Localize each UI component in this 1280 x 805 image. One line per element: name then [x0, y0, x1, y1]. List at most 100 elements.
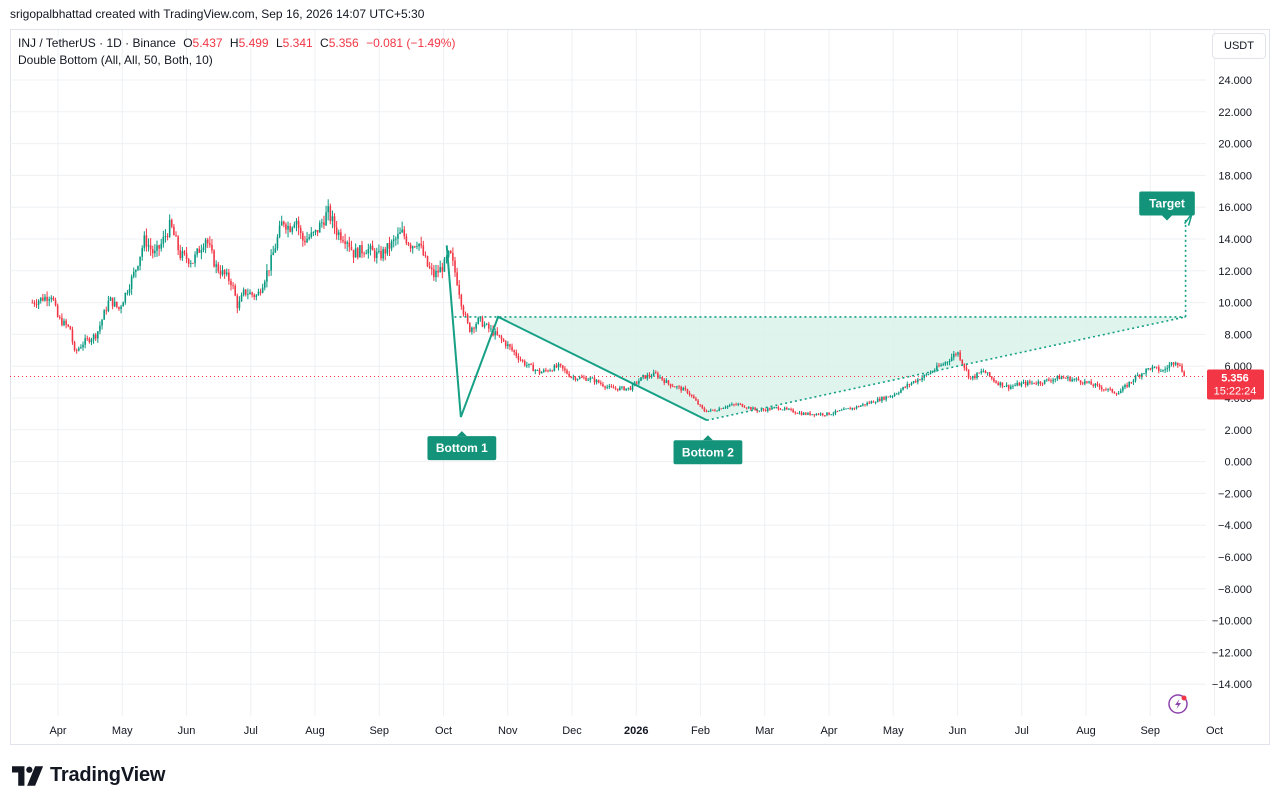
candle-body: [728, 405, 731, 407]
candle-body: [1018, 382, 1021, 386]
candle-body: [1117, 393, 1120, 395]
candle-body: [667, 380, 670, 384]
candle-body: [612, 387, 615, 389]
candle-body: [365, 253, 368, 255]
candle-body: [942, 364, 945, 366]
bar-countdown: 15:22:24: [1214, 385, 1257, 397]
candle-body: [762, 409, 765, 411]
candle-body: [234, 285, 236, 296]
candle-body: [688, 392, 691, 395]
candle-body: [490, 328, 492, 330]
candle-body: [90, 339, 93, 343]
candle-body: [1132, 380, 1135, 383]
indicator-title[interactable]: Double Bottom (All, All, 50, Both, 10): [18, 53, 213, 67]
candle-body: [1147, 368, 1150, 370]
price-tick-label: 22.000: [1218, 107, 1252, 119]
candle-body: [1067, 377, 1069, 379]
candle-body: [449, 250, 452, 254]
candle-body: [591, 377, 594, 379]
candle-body: [183, 251, 186, 254]
candle-body: [92, 334, 95, 340]
candle-body: [530, 363, 532, 365]
candle-body: [297, 220, 300, 228]
candle-body: [33, 302, 36, 305]
candle-body: [221, 269, 224, 275]
candle-body: [242, 289, 245, 296]
candle-body: [661, 377, 663, 380]
candle-body: [97, 331, 99, 339]
candle-body: [1155, 366, 1158, 368]
candle-body: [500, 336, 503, 340]
price-axis: 24.000 22.000 20.000 18.000 16.000 14.000 12.0…: [1212, 75, 1252, 691]
candle-body: [464, 314, 467, 316]
candle-body: [160, 243, 163, 249]
candle-body: [747, 407, 750, 409]
candle-body: [496, 331, 499, 335]
price-tick-label: 14.000: [1218, 234, 1252, 246]
candle-body: [502, 339, 505, 342]
candle-body: [790, 409, 792, 410]
candle-body: [1058, 375, 1061, 380]
candle-body: [441, 267, 444, 272]
price-tick-label: −4.000: [1218, 520, 1252, 532]
candle-body: [551, 370, 554, 372]
candle-body: [583, 377, 585, 379]
currency-button[interactable]: USDT: [1212, 33, 1266, 59]
candle-body: [771, 407, 773, 410]
candle-body: [847, 408, 849, 410]
candle-body: [504, 341, 507, 347]
candle-body: [881, 397, 883, 401]
candle-body: [572, 377, 575, 379]
candle-body: [1088, 381, 1090, 383]
candle-body: [65, 320, 67, 325]
candle-body: [253, 294, 256, 297]
candle-body: [697, 400, 699, 405]
candle-body: [737, 403, 740, 405]
candle-body: [181, 251, 184, 259]
candle-body: [536, 369, 539, 371]
candle-body: [266, 270, 268, 282]
candle-body: [143, 235, 146, 249]
candle-body: [1079, 380, 1082, 383]
price-tick-label: −8.000: [1218, 584, 1252, 596]
candle-body: [86, 338, 89, 340]
candle-body: [132, 271, 135, 277]
candle-body: [807, 412, 809, 415]
candle-body: [325, 212, 327, 226]
replay-icon[interactable]: [1168, 694, 1188, 714]
candle-body: [1069, 377, 1071, 382]
candle-body: [726, 405, 729, 408]
candle-body: [145, 235, 148, 247]
candle-body: [101, 319, 103, 326]
candle-body: [855, 406, 858, 409]
candle-body: [836, 410, 839, 412]
candle-body: [724, 407, 727, 408]
candle-body: [547, 370, 549, 372]
candle-body: [1045, 379, 1048, 381]
candle-body: [109, 297, 112, 301]
candle-body: [957, 352, 959, 355]
price-tick-label: 20.000: [1218, 139, 1252, 151]
candle-body: [141, 248, 144, 257]
candle-body: [821, 413, 824, 416]
symbol-row: INJ / TetherUS · 1D · Binance O5.437 H5.…: [18, 35, 455, 52]
price-tick-label: −12.000: [1212, 647, 1252, 659]
candle-body: [1136, 374, 1139, 376]
candle-body: [209, 243, 211, 245]
candle-body: [67, 324, 70, 327]
candle-body: [876, 398, 879, 403]
candle-body: [893, 394, 896, 396]
candle-body: [147, 245, 150, 247]
tradingview-logo[interactable]: TradingView: [12, 764, 165, 787]
candle-body: [616, 388, 619, 391]
candle-body: [274, 248, 277, 253]
symbol-name[interactable]: INJ / TetherUS · 1D · Binance: [18, 36, 176, 50]
time-tick-label: Oct: [1206, 725, 1223, 737]
candle-body: [1094, 383, 1097, 387]
candle-body: [940, 364, 942, 367]
chart-frame[interactable]: [10, 29, 1270, 745]
candle-body: [111, 297, 114, 307]
candle-body: [232, 285, 234, 287]
price-tick-label: −6.000: [1218, 552, 1252, 564]
